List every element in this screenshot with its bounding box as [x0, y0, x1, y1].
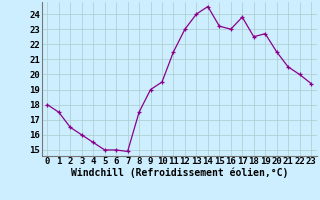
X-axis label: Windchill (Refroidissement éolien,°C): Windchill (Refroidissement éolien,°C) [70, 168, 288, 178]
